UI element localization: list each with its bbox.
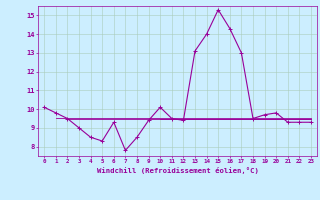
X-axis label: Windchill (Refroidissement éolien,°C): Windchill (Refroidissement éolien,°C) [97,167,259,174]
